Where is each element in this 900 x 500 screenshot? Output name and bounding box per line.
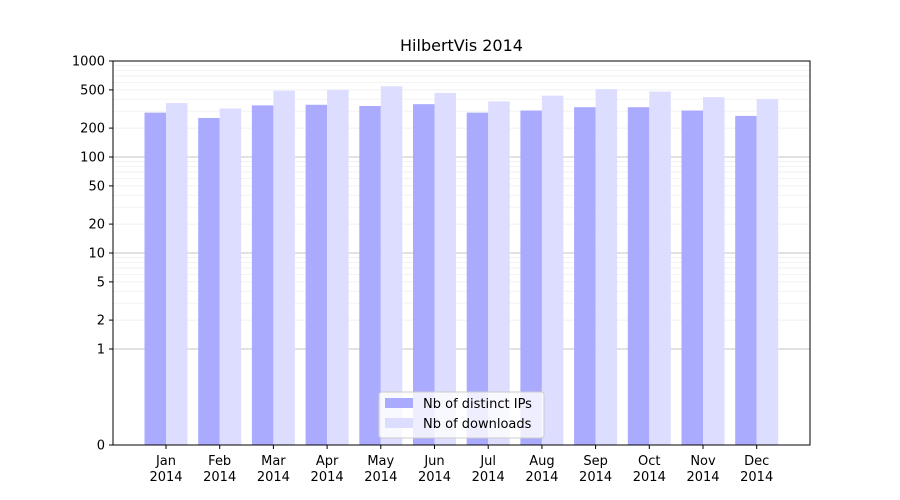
x-tick-label: Mar 2014 <box>257 454 290 485</box>
x-tick-label: Jan 2014 <box>149 454 182 485</box>
y-tick-label: 200 <box>80 122 105 137</box>
bar-downloads <box>595 89 618 445</box>
y-tick-label: 10 <box>88 247 105 262</box>
bar-distinct-ips <box>251 105 274 445</box>
bar-downloads <box>703 97 725 446</box>
x-tick-label: Aug 2014 <box>525 454 558 485</box>
x-tick-label: May 2014 <box>364 454 397 485</box>
y-tick-label: 20 <box>88 218 105 233</box>
x-tick-label: Feb 2014 <box>203 454 236 485</box>
bar-distinct-ips <box>305 104 328 445</box>
y-tick-label: 50 <box>88 179 105 194</box>
bar-distinct-ips <box>198 117 220 446</box>
legend: Nb of distinct IPs Nb of downloads <box>378 391 545 439</box>
bar-distinct-ips <box>735 115 757 446</box>
bar-downloads <box>488 101 510 446</box>
bar-distinct-ips <box>627 107 650 446</box>
bar-distinct-ips <box>413 104 435 446</box>
bar-downloads <box>166 103 188 445</box>
bar-distinct-ips <box>144 112 166 445</box>
y-tick-label: 500 <box>80 83 105 98</box>
y-tick-label: 5 <box>97 275 105 290</box>
bar-downloads <box>273 90 295 445</box>
y-axis: 0 1 2 5 10 20 50 100 200 500 1000 <box>72 55 113 454</box>
x-tick-label: Oct 2014 <box>633 454 666 485</box>
bar-distinct-ips <box>681 110 703 446</box>
y-tick-label: 1000 <box>72 55 105 70</box>
bars-layer <box>144 86 779 446</box>
y-tick-label: 100 <box>80 151 105 166</box>
chart-title: HilbertVis 2014 <box>400 36 523 55</box>
x-axis: Jan 2014 Feb 2014 Mar 2014 Apr 2014 May 2014 Jun 20… <box>149 445 773 485</box>
bar-downloads <box>380 86 403 445</box>
bar-distinct-ips <box>359 105 381 445</box>
legend-swatch-distinct-ips <box>385 398 413 408</box>
x-tick-label: Sep 2014 <box>579 454 612 485</box>
bar-distinct-ips <box>466 112 489 445</box>
x-tick-label: Jun 2014 <box>418 454 451 485</box>
bar-downloads <box>541 95 564 446</box>
bar-downloads <box>219 108 242 445</box>
bar-downloads <box>756 99 779 445</box>
x-tick-label: Apr 2014 <box>311 454 344 485</box>
x-tick-label: Dec 2014 <box>740 454 773 485</box>
y-tick-label: 1 <box>97 343 105 358</box>
x-tick-label: Nov 2014 <box>686 454 719 485</box>
legend-swatch-downloads <box>385 418 413 428</box>
y-tick-label: 2 <box>97 314 105 329</box>
legend-box <box>378 391 545 439</box>
bar-distinct-ips <box>574 107 596 446</box>
legend-label-distinct-ips: Nb of distinct IPs <box>423 397 532 412</box>
bar-downloads <box>649 91 671 446</box>
bar-downloads <box>434 92 456 446</box>
bar-distinct-ips <box>520 110 542 446</box>
legend-label-downloads: Nb of downloads <box>423 417 532 432</box>
x-tick-label: Jul 2014 <box>472 454 505 485</box>
bar-downloads <box>327 89 349 446</box>
y-tick-label: 0 <box>97 439 105 454</box>
